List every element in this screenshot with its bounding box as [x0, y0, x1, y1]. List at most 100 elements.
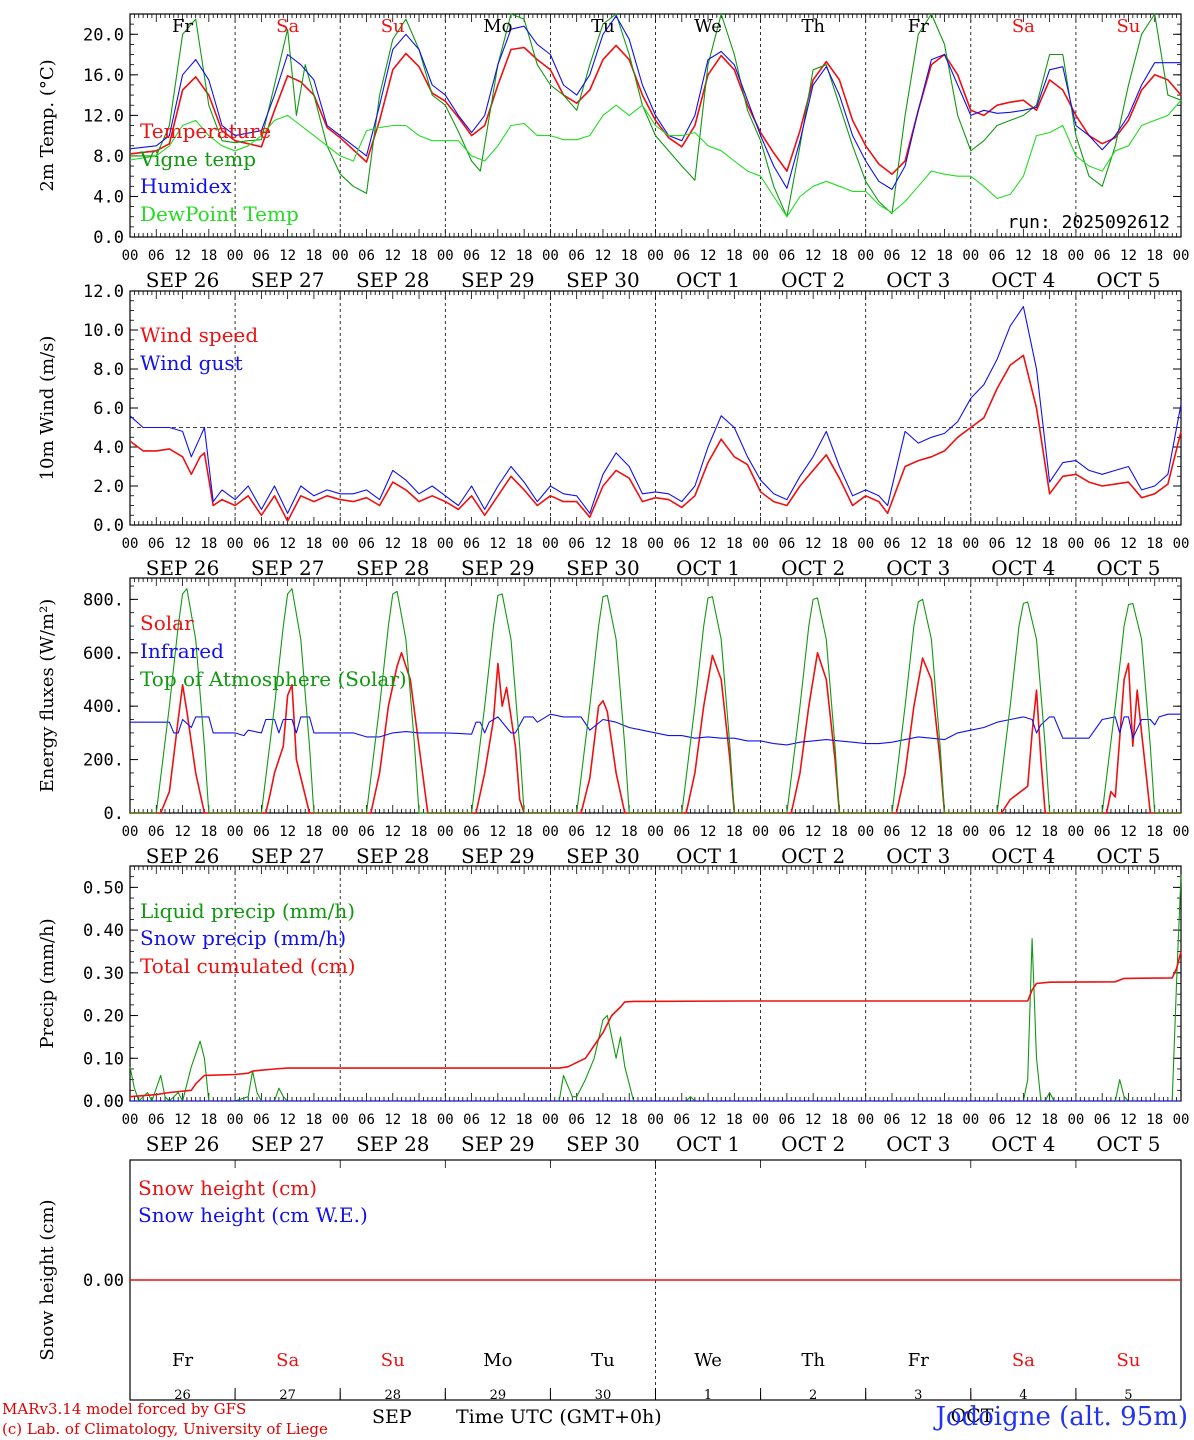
- date-label: OCT 1: [676, 556, 740, 580]
- day-number-label: 5: [1124, 1388, 1132, 1403]
- hour-tick-label: 18: [831, 536, 848, 552]
- hour-tick-label: 00: [962, 536, 979, 552]
- series-line-wind-gust: [129, 306, 1182, 514]
- legend-entry: Snow height (cm W.E.): [138, 1203, 368, 1227]
- y-axis-title: 10m Wind (m/s): [37, 336, 58, 481]
- hour-tick-label: 18: [726, 824, 743, 840]
- date-label: SEP 30: [566, 556, 640, 580]
- hour-tick-label: 18: [516, 248, 533, 264]
- hour-tick-label: 00: [647, 824, 664, 840]
- hour-tick-label: 06: [673, 248, 690, 264]
- hour-tick-label: 12: [805, 824, 822, 840]
- hour-tick-label: 06: [1094, 536, 1111, 552]
- date-label: SEP 26: [146, 268, 220, 292]
- date-label: SEP 29: [461, 1132, 535, 1156]
- legend-entry: Snow height (cm): [138, 1176, 317, 1200]
- hour-tick-label: 06: [778, 1112, 795, 1128]
- hour-tick-label: 06: [673, 536, 690, 552]
- date-label: OCT 4: [991, 268, 1055, 292]
- date-label: SEP 28: [356, 268, 430, 292]
- hour-tick-label: 18: [411, 536, 428, 552]
- hour-tick-label: 00: [542, 536, 559, 552]
- hour-tick-label: 06: [463, 1112, 480, 1128]
- y-tick-label: 0.0: [93, 516, 124, 536]
- hour-tick-label: 00: [1173, 248, 1190, 264]
- hour-tick-label: 06: [253, 1112, 270, 1128]
- y-tick-label: 200.: [83, 751, 124, 771]
- weekday-label: Su: [381, 16, 405, 37]
- hour-tick-label: 06: [778, 248, 795, 264]
- hour-tick-label: 00: [857, 536, 874, 552]
- month-label: SEP: [372, 1406, 412, 1428]
- hour-tick-label: 12: [805, 1112, 822, 1128]
- hour-tick-label: 00: [857, 248, 874, 264]
- y-tick-label: 4.0: [93, 187, 124, 207]
- y-tick-label: 600.: [83, 644, 124, 664]
- hour-tick-label: 12: [1120, 248, 1137, 264]
- hour-tick-label: 18: [936, 1112, 953, 1128]
- date-label: OCT 1: [676, 268, 740, 292]
- hour-tick-label: 18: [1041, 248, 1058, 264]
- hour-tick-label: 12: [279, 536, 296, 552]
- series-line-top-of-atmosphere-solar-: [130, 588, 1181, 814]
- hour-tick-label: 18: [1041, 1112, 1058, 1128]
- y-tick-label: 12.0: [83, 282, 124, 302]
- hour-tick-label: 00: [647, 248, 664, 264]
- hour-tick-label: 12: [174, 536, 191, 552]
- legend-entry: Wind gust: [140, 351, 243, 375]
- hour-tick-label: 00: [332, 248, 349, 264]
- hour-tick-label: 18: [936, 248, 953, 264]
- legend-entry: Wind speed: [140, 323, 258, 347]
- y-tick-label: 0.20: [83, 1007, 124, 1027]
- hour-tick-label: 12: [595, 824, 612, 840]
- hour-tick-label: 18: [305, 536, 322, 552]
- hour-tick-label: 00: [542, 248, 559, 264]
- hour-tick-label: 00: [857, 824, 874, 840]
- date-label: OCT 4: [991, 844, 1055, 868]
- date-label: OCT 3: [886, 556, 950, 580]
- y-tick-label: 2.0: [93, 477, 124, 497]
- date-label: SEP 27: [251, 844, 325, 868]
- y-axis-title: Energy fluxes (W/m²): [37, 599, 58, 793]
- y-axis-title: Snow height (cm): [37, 1199, 58, 1360]
- hour-tick-label: 06: [673, 824, 690, 840]
- hour-tick-label: 00: [752, 536, 769, 552]
- hour-tick-label: 18: [200, 248, 217, 264]
- date-label: OCT 2: [781, 844, 845, 868]
- y-tick-label: 6.0: [93, 399, 124, 419]
- hour-tick-label: 12: [1015, 248, 1032, 264]
- date-label: OCT 1: [676, 1132, 740, 1156]
- weekday-label: Mo: [483, 16, 512, 37]
- hour-tick-label: 18: [1146, 536, 1163, 552]
- date-label: OCT 3: [886, 268, 950, 292]
- hour-tick-label: 06: [253, 824, 270, 840]
- y-tick-label: 12.0: [83, 106, 124, 126]
- hour-tick-label: 18: [200, 536, 217, 552]
- day-number-label: 29: [490, 1388, 507, 1403]
- weekday-label: We: [694, 16, 722, 37]
- hour-tick-label: 12: [1015, 824, 1032, 840]
- hour-tick-label: 00: [1067, 248, 1084, 264]
- hour-tick-label: 00: [227, 824, 244, 840]
- series-line-liquid-precip-mm-h-: [129, 874, 1182, 1102]
- hour-tick-label: 12: [1120, 824, 1137, 840]
- panel-3: 0. 200. 400. 600. 800. Energy fluxes (W/m²) So…: [37, 577, 1189, 868]
- y-tick-label: 0.00: [83, 1092, 124, 1112]
- station-name: Jodoigne (alt. 95m): [935, 1402, 1188, 1432]
- weekday-label: Su: [1116, 16, 1140, 37]
- date-label: SEP 28: [356, 556, 430, 580]
- date-label: OCT 3: [886, 1132, 950, 1156]
- hour-tick-label: 12: [174, 824, 191, 840]
- hour-tick-label: 12: [700, 248, 717, 264]
- hour-tick-label: 18: [621, 1112, 638, 1128]
- hour-tick-label: 06: [884, 1112, 901, 1128]
- legend-entry: Solar: [140, 611, 194, 635]
- hour-tick-label: 00: [437, 1112, 454, 1128]
- hour-tick-label: 06: [463, 824, 480, 840]
- hour-tick-label: 06: [358, 536, 375, 552]
- weekday-label: Sa: [1012, 16, 1035, 37]
- hour-tick-label: 00: [437, 248, 454, 264]
- hour-tick-label: 06: [148, 248, 165, 264]
- hour-tick-label: 18: [411, 1112, 428, 1128]
